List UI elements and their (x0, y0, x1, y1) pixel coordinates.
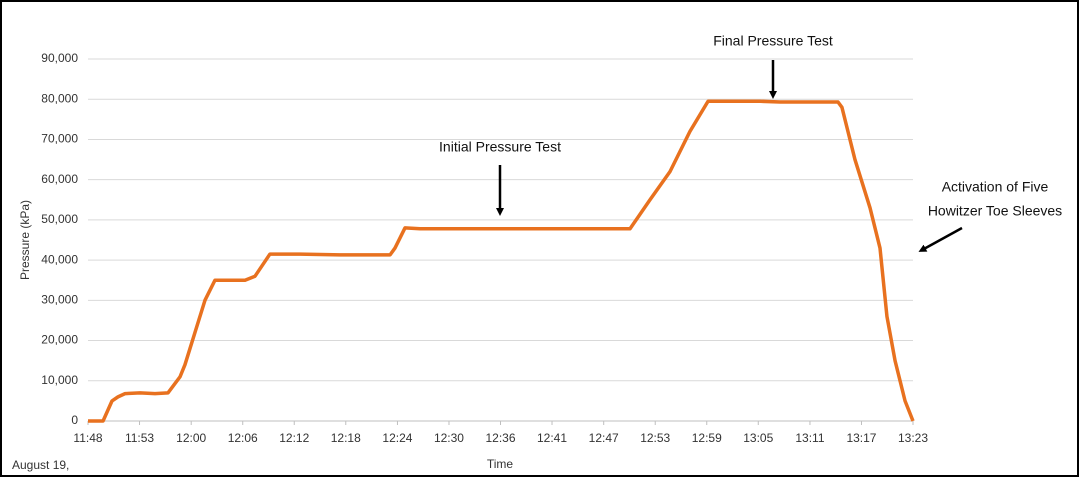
x-tick-label: 13:11 (795, 431, 824, 445)
x-axis-label: Time (487, 457, 514, 471)
x-tick-label: 12:24 (382, 431, 412, 445)
y-tick-label: 90,000 (41, 51, 78, 65)
x-tick-label: 13:23 (898, 431, 928, 445)
x-tick-label: 12:00 (176, 431, 206, 445)
x-tick-label: 12:18 (331, 431, 361, 445)
y-tick-label: 70,000 (41, 132, 78, 146)
annotation: August 19, (12, 458, 69, 472)
y-axis-label: Pressure (kPa) (18, 200, 32, 280)
annotation: Final Pressure Test (713, 33, 833, 49)
x-tick-label: 12:36 (485, 431, 515, 445)
annotation: Activation of Five (942, 179, 1049, 195)
y-tick-label: 10,000 (41, 373, 78, 387)
y-tick-label: 50,000 (41, 212, 78, 226)
x-tick-label: 11:53 (125, 431, 154, 445)
annotation: Initial Pressure Test (439, 139, 561, 155)
x-tick-label: 13:17 (846, 431, 876, 445)
x-tick-label: 12:06 (228, 431, 258, 445)
data-line (88, 99, 915, 423)
y-tick-label: 0 (71, 413, 78, 427)
y-tick-label: 80,000 (41, 91, 78, 105)
x-tick-label: 12:47 (589, 431, 619, 445)
y-tick-label: 60,000 (41, 172, 78, 186)
x-tick-label: 12:59 (692, 431, 722, 445)
x-tick-label: 12:53 (640, 431, 670, 445)
x-tick-label: 12:30 (434, 431, 464, 445)
annotation: Howitzer Toe Sleeves (928, 203, 1062, 219)
arrow (918, 226, 963, 252)
x-tick-label: 12:41 (537, 431, 567, 445)
x-tick-label: 11:48 (73, 431, 102, 445)
x-tick-label: 13:05 (743, 431, 773, 445)
y-tick-label: 30,000 (41, 293, 78, 307)
x-tick-label: 12:12 (279, 431, 309, 445)
y-tick-label: 20,000 (41, 333, 78, 347)
y-tick-label: 40,000 (41, 252, 78, 266)
